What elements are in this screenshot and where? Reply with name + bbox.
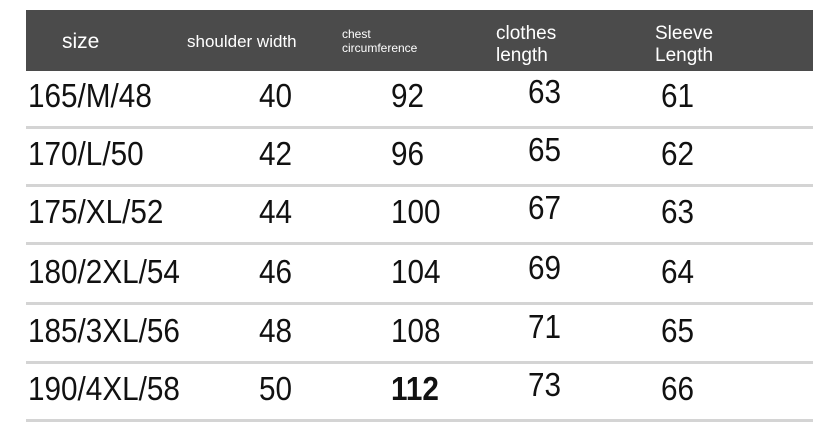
header-shoulder-width: shoulder width xyxy=(187,32,297,51)
table-cell: 40 xyxy=(259,77,293,114)
table-cell: 64 xyxy=(661,253,695,290)
table-cell: 44 xyxy=(259,193,293,230)
table-cell: 104 xyxy=(391,253,441,290)
header-sleeve-line1: Sleeve xyxy=(655,23,714,44)
table-cell: 96 xyxy=(391,135,425,172)
table-cell: 108 xyxy=(391,312,441,349)
header-clothes-line2: length xyxy=(496,45,548,66)
table-cell: 71 xyxy=(528,308,562,345)
table-cell: 185/3XL/56 xyxy=(28,312,180,349)
table-cell: 46 xyxy=(259,253,293,290)
header-size: size xyxy=(62,30,100,53)
table-cell: 65 xyxy=(661,312,695,349)
table-cell: 50 xyxy=(259,370,293,407)
table-cell: 67 xyxy=(528,189,562,226)
table-cell: 63 xyxy=(528,73,562,110)
table-cell: 180/2XL/54 xyxy=(28,253,180,290)
table-row: 165/M/48 40 92 63 61 xyxy=(26,71,813,129)
table-cell: 100 xyxy=(391,193,441,230)
table-cell: 66 xyxy=(661,370,695,407)
table-row: 175/XL/52 44 100 67 63 xyxy=(26,187,813,245)
table-cell: 42 xyxy=(259,135,293,172)
table-cell: 48 xyxy=(259,312,293,349)
header-chest-line1: chest xyxy=(342,27,371,41)
table-cell: 92 xyxy=(391,77,425,114)
table-cell: 170/L/50 xyxy=(28,135,144,172)
table-row: 180/2XL/54 46 104 69 64 xyxy=(26,247,813,305)
header-clothes-line1: clothes xyxy=(496,23,557,44)
table-cell: 61 xyxy=(661,77,695,114)
table-cell: 165/M/48 xyxy=(28,77,152,114)
table-row: 185/3XL/56 48 108 71 65 xyxy=(26,306,813,364)
table-cell: 112 xyxy=(391,370,439,407)
header-sleeve-line2: Length xyxy=(655,45,714,66)
table-cell: 63 xyxy=(661,193,695,230)
table-cell: 175/XL/52 xyxy=(28,193,164,230)
table-header: size shoulder width chest circumference … xyxy=(26,10,813,71)
table-cell: 190/4XL/58 xyxy=(28,370,180,407)
table-cell: 69 xyxy=(528,249,562,286)
table-cell: 65 xyxy=(528,131,562,168)
table-row: 190/4XL/58 50 112 73 66 xyxy=(26,364,813,422)
table-cell: 62 xyxy=(661,135,695,172)
header-chest-line2: circumference xyxy=(342,41,418,55)
table-cell: 73 xyxy=(528,366,562,403)
table-row: 170/L/50 42 96 65 62 xyxy=(26,129,813,187)
